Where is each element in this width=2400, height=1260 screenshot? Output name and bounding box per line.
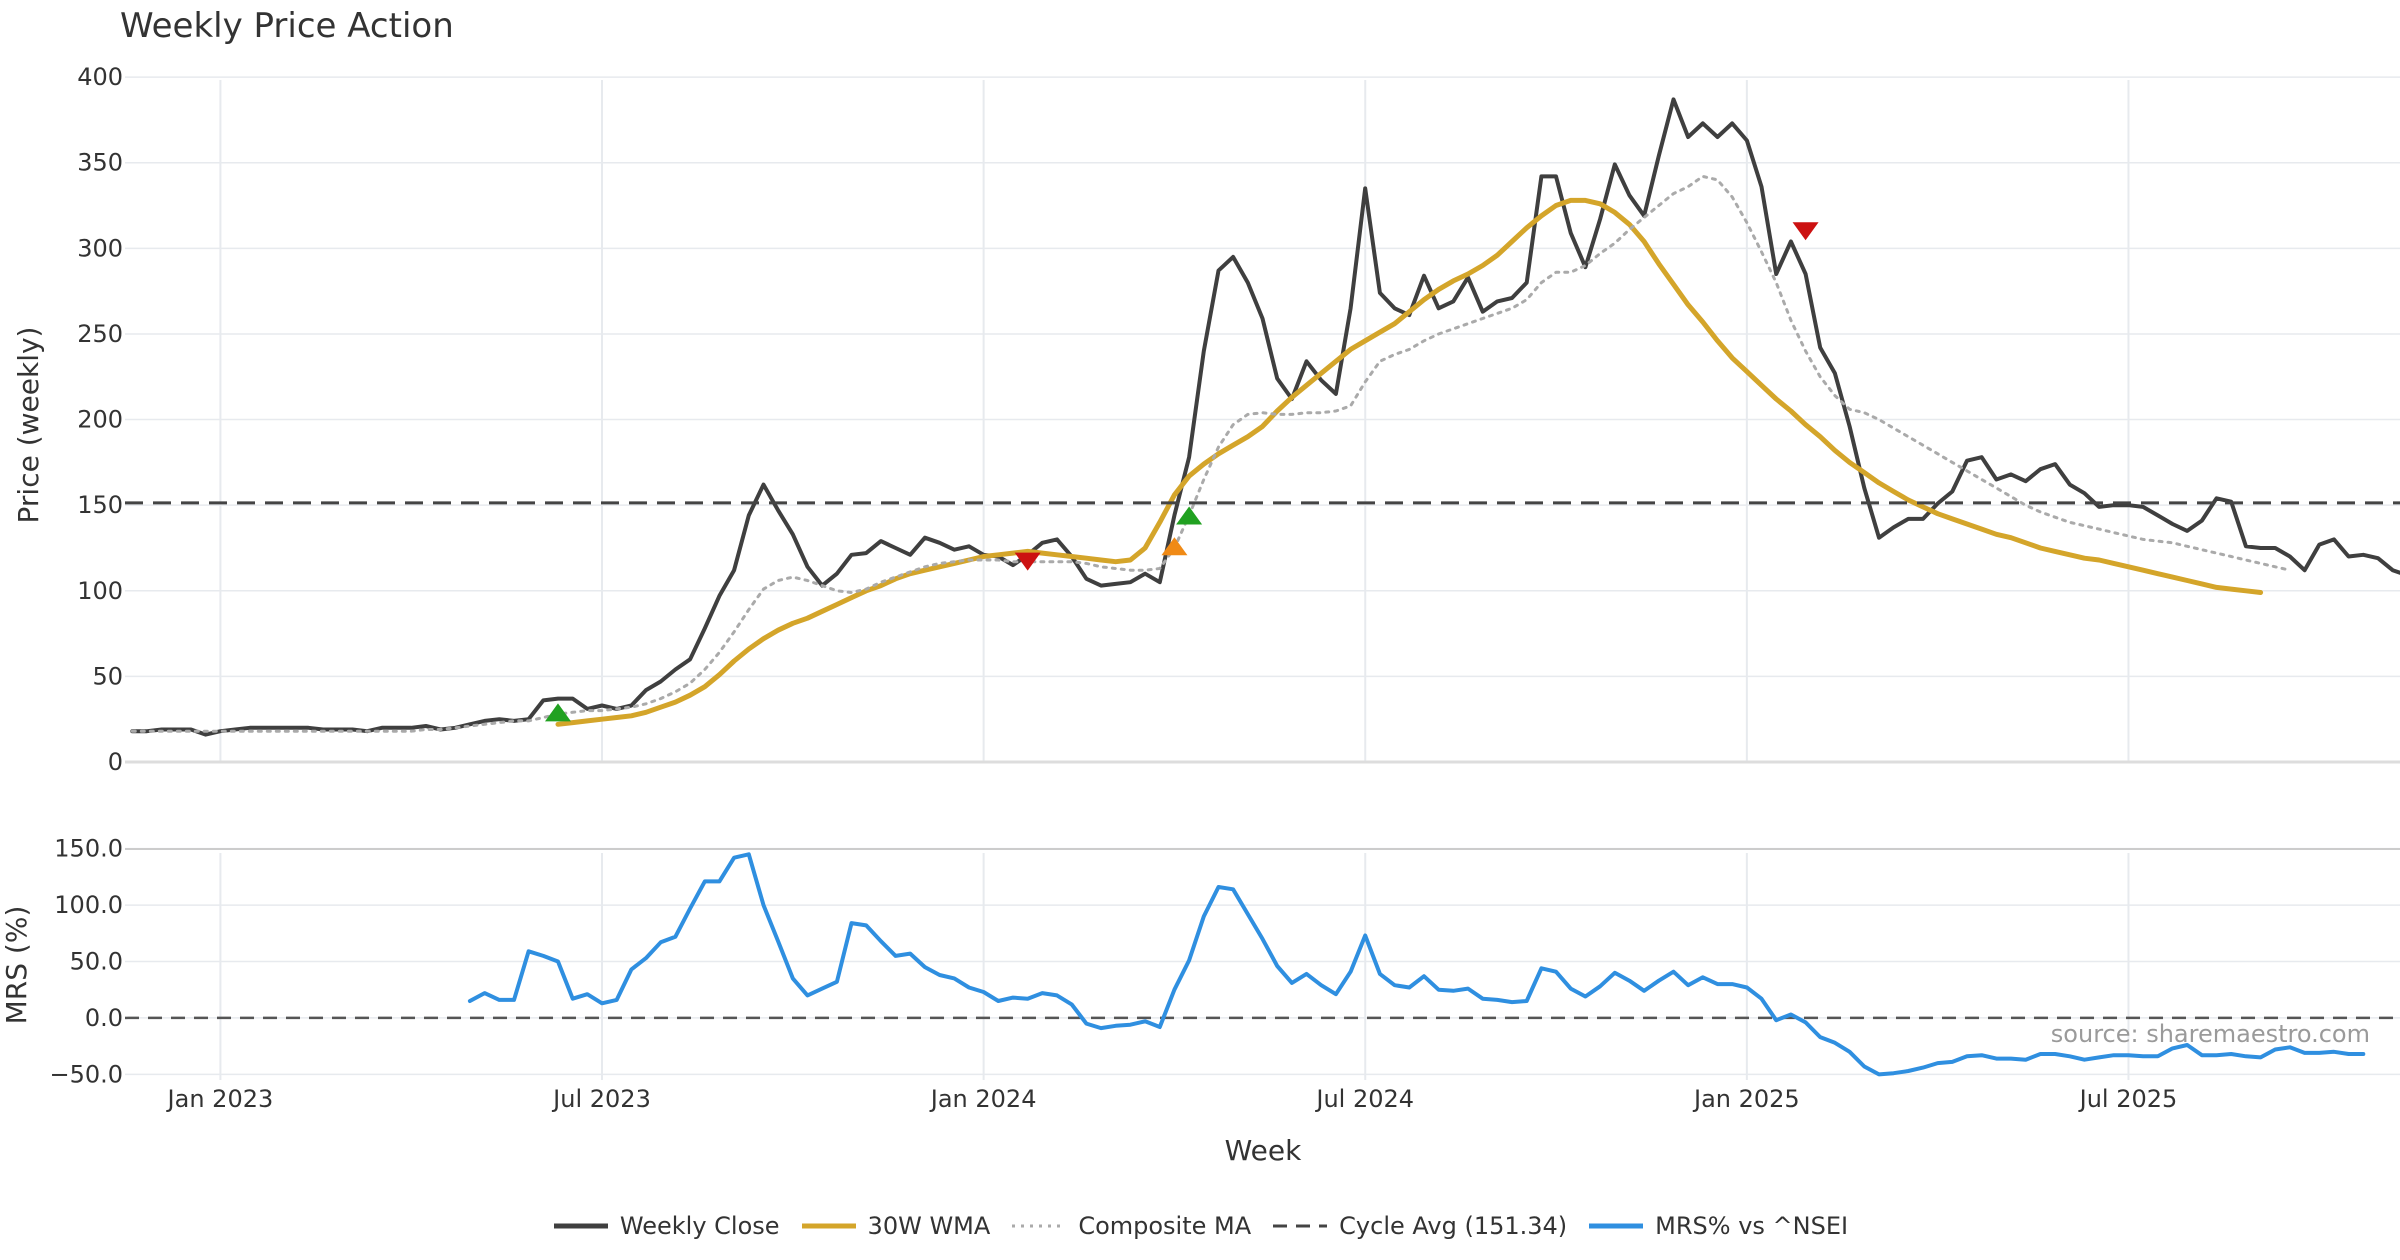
legend-item-close: Weekly Close [552,1212,780,1240]
legend-swatch [801,1223,856,1229]
legend-item-wma: 30W WMA [800,1212,991,1240]
mrs-y-axis-label: MRS (%) [0,906,33,1025]
legend-label: Weekly Close [619,1212,780,1240]
price-y-tick-label: 400 [77,63,123,91]
price-y-tick-label: 200 [77,406,123,434]
x-tick-label: Jul 2023 [551,1085,651,1113]
legend-item-mrs: MRS% vs ^NSEI [1587,1212,1848,1240]
x-axis-label: Week [1225,1134,1302,1167]
series [125,97,2400,1077]
series-line-close [130,97,2400,737]
legend-item-composite: Composite MA [1010,1212,1251,1240]
x-tick-label: Jan 2025 [1692,1085,1800,1113]
signal-markers [544,222,1819,722]
price-y-tick-label: 250 [77,320,123,348]
source-watermark: source: sharemaestro.com [2050,1020,2370,1048]
sell-signal-marker [1014,552,1041,571]
legend-swatch [1273,1224,1328,1228]
mrs-y-tick-label: 50.0 [70,948,123,976]
buy-signal-marker [1161,537,1188,556]
mrs-y-tick-label: 0.0 [85,1004,123,1032]
price-y-tick-label: 0 [108,748,123,776]
grid-lines [125,76,2400,1080]
legend-label: 30W WMA [867,1212,991,1240]
mrs-y-tick-label: 150.0 [54,835,123,863]
buy-signal-marker [544,703,571,722]
series-line-composite [130,174,2292,733]
x-tick-label: Jul 2025 [2078,1085,2178,1113]
legend-swatch [1589,1223,1644,1229]
price-y-tick-label: 300 [77,234,123,262]
legend-label: MRS% vs ^NSEI [1655,1212,1849,1240]
series-line-mrs [467,852,2366,1077]
legend-label: Composite MA [1078,1212,1252,1240]
price-y-axis-label: Price (weekly) [12,327,45,524]
buy-signal-marker [1176,506,1203,525]
legend-swatch [553,1223,608,1229]
legend-label: Cycle Avg (151.34) [1339,1212,1568,1240]
price-y-tick-label: 350 [77,149,123,177]
x-tick-label: Jan 2023 [166,1085,274,1113]
series-line-wma [555,197,2264,727]
mrs-y-tick-label: 100.0 [54,891,123,919]
price-y-tick-label: 150 [77,491,123,519]
price-y-tick-label: 50 [92,662,123,690]
legend-swatch [1012,1224,1067,1228]
mrs-y-tick-label: −50.0 [49,1060,123,1088]
axes [125,760,2400,850]
sell-signal-marker [1792,222,1819,241]
legend: Weekly Close 30W WMA Composite MA Cycle Avg… [0,1212,2400,1240]
chart-title: Weekly Price Action [120,6,454,46]
x-tick-label: Jul 2024 [1314,1085,1414,1113]
price-y-tick-label: 100 [77,577,123,605]
axis-labels: Jan 2023 Jul 2023 Jan 2024 Jul 2024 Jan 2025… [0,63,2177,1167]
x-tick-label: Jan 2024 [929,1085,1037,1113]
legend-item-cycle: Cycle Avg (151.34) [1271,1212,1567,1240]
